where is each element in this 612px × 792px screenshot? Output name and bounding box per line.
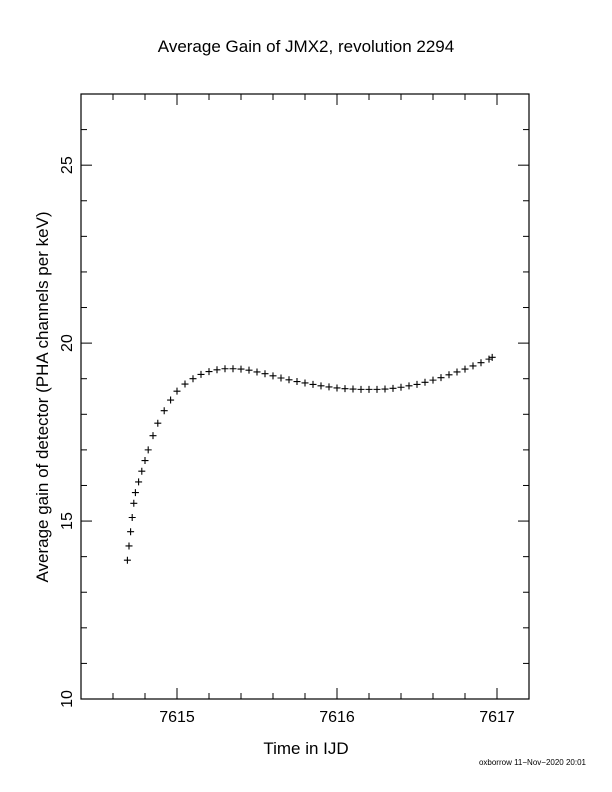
tick-labels: 7615 7616 7617 10 15 20 25: [59, 156, 515, 726]
data-point: [167, 396, 175, 404]
data-point: [469, 362, 477, 370]
data-point: [253, 368, 261, 376]
data-point: [301, 379, 309, 387]
data-point: [413, 380, 421, 388]
plot-frame: [80, 93, 530, 700]
data-point: [181, 380, 189, 388]
data-point: [245, 366, 253, 374]
data-point: [445, 371, 453, 379]
x-tick-label: 7615: [159, 709, 195, 726]
data-point: [205, 368, 213, 376]
data-point: [237, 365, 245, 373]
y-tick-label: 15: [59, 512, 76, 530]
data-point: [357, 385, 365, 393]
data-point: [135, 478, 143, 486]
data-point: [453, 368, 461, 376]
data-point: [397, 383, 405, 391]
y-tick-label: 10: [59, 690, 76, 708]
data-point: [341, 385, 349, 393]
data-point: [125, 542, 133, 550]
data-point: [189, 375, 197, 383]
x-axis-label: Time in IJD: [263, 739, 348, 758]
data-point: [381, 385, 389, 393]
data-point: [309, 380, 317, 388]
data-point: [221, 365, 229, 373]
data-point: [131, 489, 139, 497]
data-point: [149, 432, 157, 440]
data-point: [261, 370, 269, 378]
data-point: [389, 384, 397, 392]
data-point: [173, 387, 181, 395]
data-point: [130, 499, 138, 507]
y-tick-label: 20: [59, 334, 76, 352]
data-point: [477, 359, 485, 367]
chart-title: Average Gain of JMX2, revolution 2294: [158, 37, 454, 56]
data-point: [293, 378, 301, 386]
footer-credit: oxborrow 11−Nov−2020 20:01: [478, 758, 586, 767]
data-point: [144, 446, 152, 454]
data-point: [405, 382, 413, 390]
x-tick-label: 7616: [319, 709, 355, 726]
data-point: [141, 457, 149, 465]
data-series: [123, 353, 496, 564]
data-point: [277, 374, 285, 382]
x-tick-label: 7617: [479, 709, 515, 726]
data-point: [269, 372, 277, 380]
data-point: [461, 365, 469, 373]
data-point: [154, 419, 162, 427]
data-point: [229, 365, 237, 373]
data-point: [349, 385, 357, 393]
data-point: [333, 384, 341, 392]
data-point: [138, 467, 146, 475]
data-point: [285, 376, 293, 384]
data-point: [317, 382, 325, 390]
data-point: [485, 355, 493, 363]
data-point: [429, 376, 437, 384]
y-axis-label: Average gain of detector (PHA channels p…: [33, 211, 52, 582]
y-tick-label: 25: [59, 156, 76, 174]
data-point: [213, 366, 221, 374]
data-point: [488, 353, 496, 361]
data-point: [325, 383, 333, 391]
data-point: [437, 374, 445, 382]
data-point: [123, 556, 131, 564]
data-point: [128, 514, 136, 521]
data-point: [160, 407, 168, 415]
data-point: [373, 385, 381, 393]
data-point: [421, 378, 429, 386]
data-point: [197, 370, 205, 378]
axis-ticks: [80, 93, 530, 700]
data-point: [365, 385, 373, 393]
data-point: [127, 528, 135, 536]
